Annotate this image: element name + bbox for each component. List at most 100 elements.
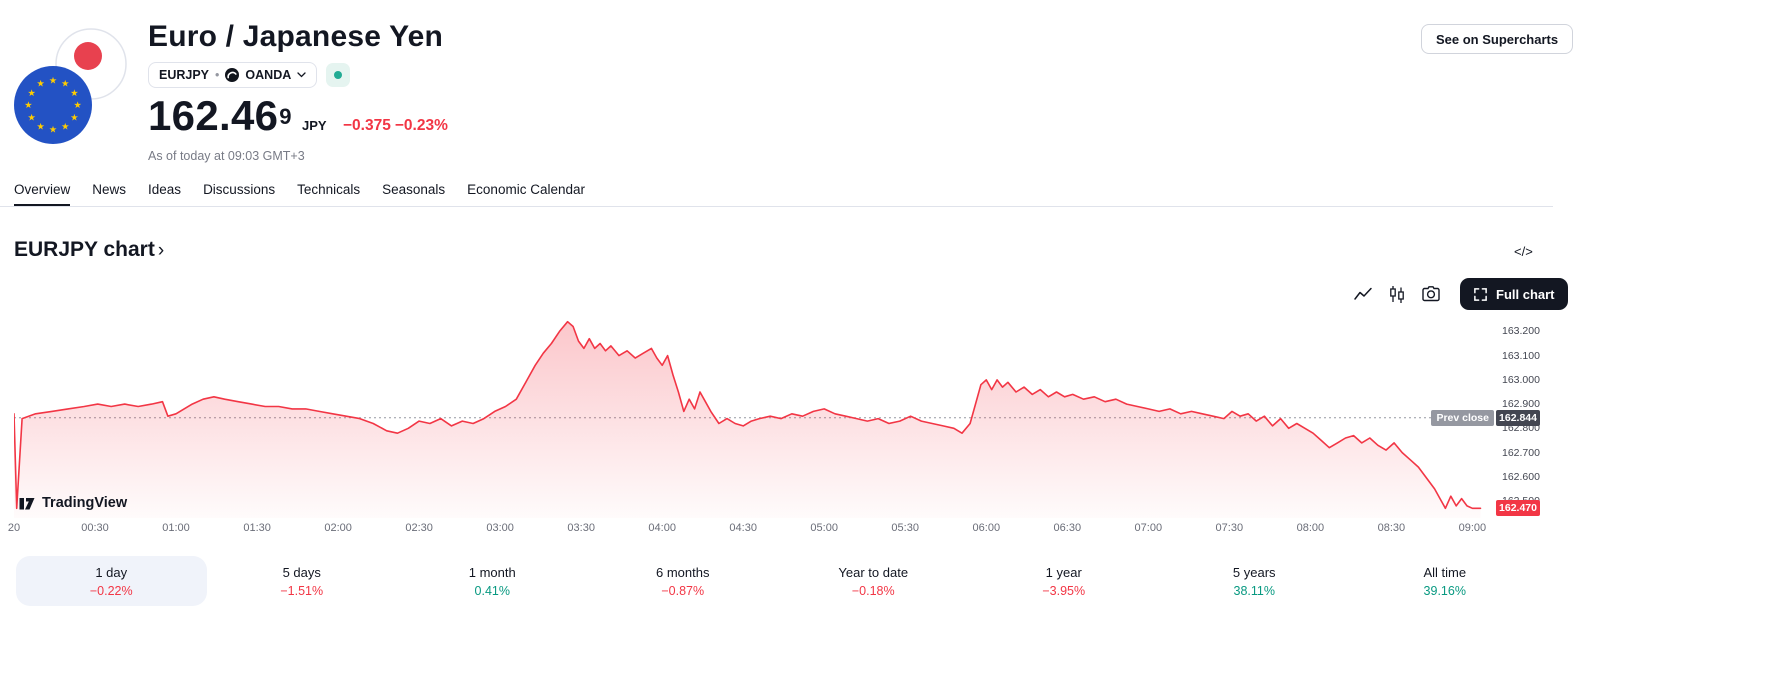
svg-text:★: ★: [28, 112, 36, 123]
eu-flag-icon: ★ ★ ★ ★ ★ ★ ★ ★ ★ ★ ★ ★: [14, 66, 92, 144]
full-chart-button[interactable]: Full chart: [1460, 278, 1568, 310]
tradingview-watermark-text: TradingView: [42, 495, 128, 511]
svg-text:★: ★: [73, 100, 81, 111]
tab-technicals[interactable]: Technicals: [297, 182, 361, 197]
snapshot-button[interactable]: [1418, 281, 1444, 307]
fullscreen-icon: [1473, 287, 1488, 302]
price-change-percent: −0.23%: [394, 117, 448, 134]
range-change: −0.18%: [851, 583, 895, 598]
chart-section-title[interactable]: EURJPY chart ›: [14, 238, 164, 262]
time-scale-label: 08:00: [1296, 522, 1325, 534]
tab-discussions[interactable]: Discussions: [203, 182, 276, 197]
chart-section-title-text: EURJPY chart: [14, 238, 155, 261]
range-change: −1.51%: [280, 583, 324, 598]
area-fill: [14, 321, 1481, 518]
price-scale-label: 163.200: [1502, 325, 1540, 338]
svg-text:★: ★: [49, 125, 57, 136]
time-scale-label: 07:00: [1134, 522, 1163, 534]
time-scale-label: 09:00: [1458, 522, 1487, 534]
time-scale-label: 20: [7, 522, 21, 534]
full-chart-label: Full chart: [1496, 286, 1555, 302]
range-label: 5 years: [1232, 564, 1276, 580]
pair-logo: ★ ★ ★ ★ ★ ★ ★ ★ ★ ★ ★ ★: [14, 26, 128, 144]
tab-bar: Overview News Ideas Discussions Technicals Se…: [14, 182, 585, 207]
time-scale-label: 03:00: [486, 522, 514, 534]
tab-seasonals[interactable]: Seasonals: [382, 182, 446, 197]
separator-dot: •: [215, 68, 220, 82]
range-change: −3.95%: [1042, 583, 1086, 598]
tab-economic-calendar[interactable]: Economic Calendar: [467, 182, 585, 197]
price-row: 162.469 JPY −0.375 −0.23%: [148, 92, 452, 140]
price-line: [14, 320, 1482, 510]
range-change: 39.16%: [1423, 583, 1466, 598]
as-of-timestamp: As of today at 09:03 GMT+3: [148, 149, 305, 163]
range-change: 0.41%: [474, 583, 510, 598]
range-label: 1 day: [95, 564, 128, 580]
market-open-indicator: [326, 63, 351, 87]
range-label: All time: [1423, 564, 1467, 580]
tab-bar-divider: [0, 206, 1553, 207]
price-scale-label: 163.100: [1502, 349, 1540, 362]
range-5-days[interactable]: 5 days −1.51%: [207, 556, 398, 606]
time-scale[interactable]: 20 00:30 01:00 01:30 02:00 02:30 03:00 03:30 04:…: [8, 522, 1494, 538]
candles-chart-type-button[interactable]: [1384, 281, 1410, 307]
tab-ideas[interactable]: Ideas: [148, 182, 182, 197]
svg-text:★: ★: [70, 88, 78, 99]
symbol-ticker: EURJPY: [159, 68, 210, 82]
chart-region: 163.200 163.100 163.000 162.900 162.800 162.7…: [0, 312, 1553, 552]
svg-text:★: ★: [49, 75, 57, 86]
range-6-months[interactable]: 6 months −0.87%: [588, 556, 779, 606]
time-scale-label: 01:00: [162, 522, 190, 534]
candlestick-icon: [1387, 284, 1407, 304]
price-scale-label: 162.900: [1502, 398, 1540, 411]
svg-text:★: ★: [61, 79, 69, 90]
price-chart[interactable]: [14, 312, 1494, 518]
range-change: −0.87%: [661, 583, 705, 598]
time-scale-label: 00:30: [81, 522, 109, 534]
range-label: 5 days: [282, 564, 321, 580]
range-year-to-date[interactable]: Year to date −0.18%: [778, 556, 969, 606]
range-change: 38.11%: [1233, 583, 1275, 598]
range-1-day[interactable]: 1 day −0.22%: [16, 556, 207, 606]
range-5-years[interactable]: 5 years 38.11%: [1159, 556, 1350, 606]
time-scale-label: 01:30: [243, 522, 271, 534]
prev-close-value: 162.844: [1496, 409, 1540, 426]
tradingview-watermark: TradingView: [18, 494, 127, 512]
svg-text:★: ★: [24, 100, 32, 111]
range-selector: 1 day −0.22% 5 days −1.51% 1 month 0.41% 6 mon…: [16, 556, 1540, 606]
time-scale-label: 07:30: [1215, 522, 1244, 534]
time-scale-label: 03:30: [567, 522, 595, 534]
range-label: 6 months: [656, 564, 710, 580]
prev-close-tag: Prev close 162.844: [1431, 409, 1540, 426]
price-currency: JPY: [301, 118, 327, 133]
svg-text:★: ★: [28, 88, 36, 99]
range-label: 1 year: [1045, 564, 1082, 580]
chart-toolbar: Full chart: [1350, 278, 1568, 310]
range-label: Year to date: [838, 564, 909, 580]
tab-news[interactable]: News: [92, 182, 127, 197]
embed-code-icon[interactable]: </>: [1514, 244, 1533, 259]
time-scale-label: 02:30: [405, 522, 433, 534]
range-1-year[interactable]: 1 year −3.95%: [969, 556, 1160, 606]
area-chart-type-button[interactable]: [1350, 281, 1376, 307]
price-scale-label: 163.000: [1502, 373, 1540, 386]
market-open-dot-icon: [334, 71, 343, 79]
range-all-time[interactable]: All time 39.16%: [1350, 556, 1541, 606]
chevron-down-icon: [297, 72, 306, 78]
price-change: −0.375 −0.23%: [343, 117, 452, 134]
symbol-switcher[interactable]: EURJPY • OANDA: [148, 62, 318, 88]
price-scale-label: 162.600: [1502, 470, 1540, 483]
tab-overview[interactable]: Overview: [14, 182, 70, 207]
range-1-month[interactable]: 1 month 0.41%: [397, 556, 588, 606]
last-price-fraction: 9: [279, 103, 292, 129]
time-scale-label: 04:00: [648, 522, 676, 534]
time-scale-label: 05:00: [810, 522, 838, 534]
time-scale-label: 06:30: [1053, 522, 1082, 534]
time-scale-label: 08:30: [1377, 522, 1406, 534]
area-chart-icon: [1353, 284, 1373, 304]
last-price-tag: 162.470: [1496, 500, 1540, 517]
time-scale-label: 02:00: [324, 522, 352, 534]
see-on-supercharts-button[interactable]: See on Supercharts: [1421, 24, 1574, 54]
symbol-row: EURJPY • OANDA: [148, 62, 351, 88]
